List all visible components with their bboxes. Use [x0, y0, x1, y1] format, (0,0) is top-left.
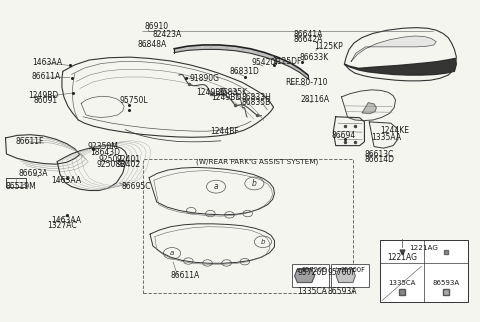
Polygon shape — [336, 269, 355, 282]
Text: 86633K: 86633K — [300, 53, 329, 62]
Polygon shape — [351, 36, 436, 62]
Text: a: a — [214, 182, 218, 191]
Text: 95700F: 95700F — [341, 268, 366, 273]
Text: 86835K: 86835K — [218, 88, 248, 97]
Text: 86593A: 86593A — [327, 287, 357, 296]
Polygon shape — [290, 63, 300, 72]
Polygon shape — [362, 103, 376, 114]
Polygon shape — [203, 45, 219, 50]
Text: 1335CA: 1335CA — [298, 287, 327, 296]
Text: 95750L: 95750L — [120, 96, 148, 105]
Text: 1249BD: 1249BD — [28, 91, 59, 100]
Polygon shape — [235, 46, 251, 53]
Polygon shape — [300, 69, 308, 79]
Text: 86693A: 86693A — [19, 169, 48, 178]
Text: 86835B: 86835B — [241, 98, 271, 107]
Text: 86614D: 86614D — [364, 155, 395, 164]
Text: 91890G: 91890G — [190, 74, 220, 83]
Text: 92401: 92401 — [117, 155, 141, 164]
Text: 82423A: 82423A — [153, 31, 182, 40]
Text: 92402: 92402 — [117, 160, 141, 169]
Text: 95720D: 95720D — [298, 268, 327, 277]
Text: 92508B: 92508B — [96, 160, 126, 169]
Text: 1244BF: 1244BF — [210, 127, 239, 136]
Text: 1125KP: 1125KP — [314, 42, 343, 51]
Text: 86091: 86091 — [33, 96, 58, 105]
Polygon shape — [187, 45, 203, 50]
Text: 1335AA: 1335AA — [372, 133, 402, 142]
Text: 86910: 86910 — [144, 22, 168, 31]
Text: 28116A: 28116A — [301, 95, 330, 104]
Text: 92507: 92507 — [99, 155, 123, 164]
Text: 1463AA: 1463AA — [51, 176, 81, 185]
Text: 1244KE: 1244KE — [380, 126, 409, 135]
Text: 86848A: 86848A — [137, 41, 167, 50]
Text: 1125DF: 1125DF — [273, 57, 302, 66]
Bar — [380, 240, 468, 302]
Text: 1221AG: 1221AG — [387, 253, 418, 262]
Text: 86695C: 86695C — [121, 182, 151, 191]
Text: 86642A: 86642A — [294, 35, 323, 44]
Text: (W/REAR PARK'G ASSIST SYSTEM): (W/REAR PARK'G ASSIST SYSTEM) — [196, 158, 318, 165]
Text: 95720D: 95720D — [301, 268, 327, 273]
Polygon shape — [174, 46, 187, 52]
Polygon shape — [219, 45, 235, 51]
Text: 18643D: 18643D — [90, 148, 120, 157]
Text: b: b — [261, 239, 265, 245]
Text: 1249BD: 1249BD — [211, 93, 241, 102]
Bar — [292, 264, 329, 287]
Text: 1463AA: 1463AA — [32, 58, 62, 67]
Text: b: b — [252, 179, 257, 188]
Text: 95420F: 95420F — [251, 58, 280, 67]
Text: 95700F: 95700F — [327, 268, 356, 277]
Text: 86611A: 86611A — [170, 271, 200, 280]
Text: 92350M: 92350M — [88, 142, 119, 151]
Text: 86613C: 86613C — [364, 150, 394, 159]
Text: b: b — [335, 268, 339, 273]
Polygon shape — [278, 57, 290, 67]
Text: 86593A: 86593A — [432, 280, 460, 286]
Text: REF.80-710: REF.80-710 — [286, 78, 328, 87]
Text: 86641A: 86641A — [294, 30, 323, 39]
Polygon shape — [344, 58, 456, 75]
Text: 86831D: 86831D — [229, 67, 259, 76]
Text: 86611A: 86611A — [32, 72, 61, 81]
Text: 86611F: 86611F — [15, 137, 43, 146]
Polygon shape — [295, 269, 315, 282]
Bar — [144, 159, 353, 293]
Polygon shape — [265, 52, 278, 62]
Text: 86519M: 86519M — [5, 182, 36, 191]
Bar — [331, 264, 369, 287]
Text: a: a — [296, 268, 300, 273]
Polygon shape — [251, 49, 265, 57]
Text: 1335CA: 1335CA — [388, 280, 416, 286]
Text: 1249BD: 1249BD — [196, 88, 226, 97]
Text: 86833H: 86833H — [241, 93, 271, 102]
Text: 86694: 86694 — [332, 131, 356, 140]
Text: 1463AA: 1463AA — [51, 216, 81, 225]
Text: 1221AG: 1221AG — [409, 245, 439, 251]
Text: 1327AC: 1327AC — [48, 221, 77, 230]
Text: a: a — [170, 250, 174, 256]
